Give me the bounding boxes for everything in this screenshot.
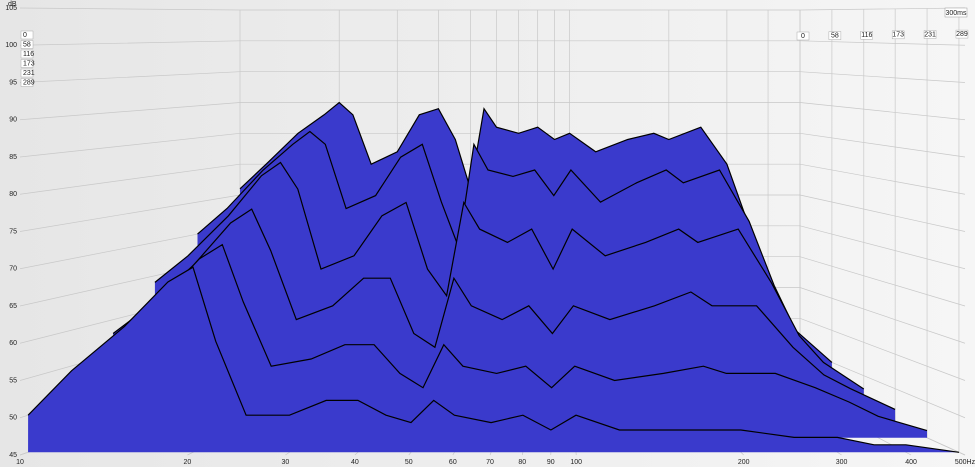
z-tick-label: 0 xyxy=(801,33,805,40)
x-tick-label: 90 xyxy=(547,459,555,466)
slice-label: 231 xyxy=(23,70,35,77)
y-tick-label: 75 xyxy=(9,228,17,235)
y-tick-label: 100 xyxy=(5,42,17,49)
slice-label: 289 xyxy=(23,79,35,86)
slice-label: 173 xyxy=(23,60,35,67)
grid-line xyxy=(19,71,966,83)
z-tick-label: 289 xyxy=(956,31,968,38)
z-label-box xyxy=(923,30,937,39)
slice-fill xyxy=(70,244,928,438)
x-tick-label: 50 xyxy=(405,459,413,466)
x-tick-label: 60 xyxy=(449,459,457,466)
slice-label-box xyxy=(20,68,34,78)
slice-label-box xyxy=(20,30,34,40)
y-tick-label: 45 xyxy=(9,452,17,459)
x-tick-label: 80 xyxy=(518,459,526,466)
slice-label-box xyxy=(20,40,34,49)
y-tick-label: 105 xyxy=(5,5,17,12)
slice-label: 58 xyxy=(23,41,31,48)
y-tick-label: 60 xyxy=(9,340,17,347)
z-label-box xyxy=(891,30,905,40)
slice-line xyxy=(154,161,865,390)
x-tick-label: 20 xyxy=(184,459,192,466)
z-label-box xyxy=(828,31,842,40)
grid-line xyxy=(19,7,966,11)
x-tick-label: 10 xyxy=(16,459,24,466)
z-tick-label: 116 xyxy=(861,32,872,39)
y-tick-label: 50 xyxy=(9,415,17,422)
z-label-box xyxy=(944,7,968,18)
x-tick-label: 500Hz xyxy=(955,459,975,466)
y-tick-label: 85 xyxy=(9,154,17,161)
slice-label: 116 xyxy=(23,51,34,58)
slice-line xyxy=(70,243,928,432)
x-tick-label: 30 xyxy=(281,459,289,466)
slice-label-box xyxy=(20,78,34,87)
z-label-box xyxy=(955,29,969,39)
z-tick-label: 300ms xyxy=(945,10,967,17)
x-tick-label: 200 xyxy=(738,459,750,466)
x-tick-label: 300 xyxy=(836,459,848,466)
y-tick-label: 95 xyxy=(9,79,17,86)
z-tick-label: 173 xyxy=(892,32,904,39)
x-tick-label: 70 xyxy=(486,459,494,466)
slice-label-box xyxy=(20,49,34,59)
slice-line xyxy=(197,130,833,363)
x-tick-label: 40 xyxy=(351,459,359,466)
z-tick-label: 231 xyxy=(924,31,936,38)
slice-line xyxy=(112,208,896,410)
slice-line xyxy=(27,266,960,453)
slice-label: 0 xyxy=(23,32,27,39)
z-label-box xyxy=(796,31,810,41)
x-tick-label: 400 xyxy=(905,459,917,466)
grid-line xyxy=(19,40,966,46)
slice-line xyxy=(239,101,801,338)
y-tick-label: 80 xyxy=(9,191,17,198)
slice-label-box xyxy=(20,59,34,68)
y-tick-label: 55 xyxy=(9,377,17,384)
y-tick-label: 65 xyxy=(9,303,17,310)
x-tick-label: 100 xyxy=(570,459,582,466)
z-label-box xyxy=(860,31,873,40)
y-tick-label: 90 xyxy=(9,117,17,124)
y-tick-label: 70 xyxy=(9,266,17,273)
z-tick-label: 58 xyxy=(831,32,839,39)
y-axis-label: dB xyxy=(8,1,17,8)
grid-line xyxy=(19,102,966,121)
slice-fill xyxy=(28,267,960,453)
